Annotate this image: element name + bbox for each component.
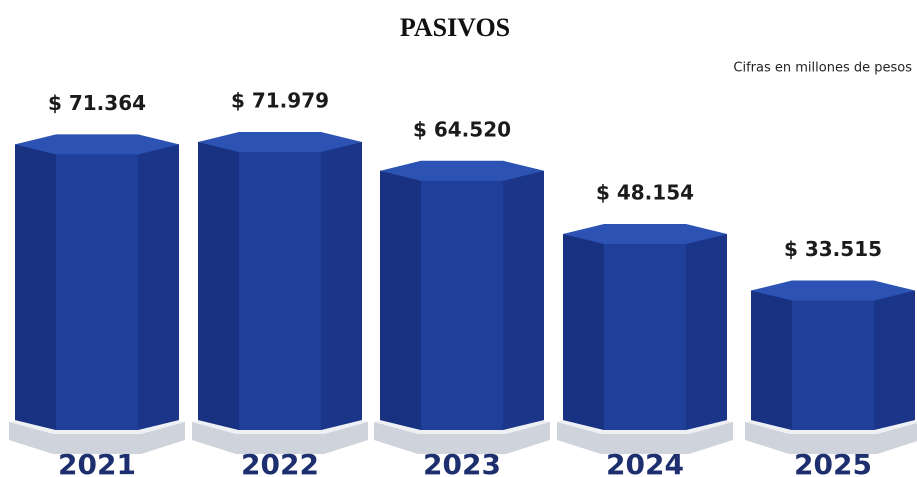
bar-right-face (503, 170, 544, 431)
bar-right-face (874, 290, 915, 430)
x-tick-label: 2025 (794, 448, 872, 477)
bar-left-face (751, 290, 792, 430)
bar-top (198, 132, 362, 152)
bar-top (380, 160, 544, 181)
value-label: $ 71.979 (231, 89, 329, 113)
x-tick-label: 2023 (423, 448, 501, 477)
bar-left-face (563, 234, 604, 430)
bar-top (751, 280, 915, 301)
bar-right-face (321, 142, 362, 430)
bar-top (563, 224, 727, 245)
bar-left-face (380, 170, 421, 431)
chart-subtitle: Cifras en millones de pesos (733, 61, 912, 76)
bar-right-face (138, 144, 179, 430)
bar-left-face (15, 144, 56, 430)
value-label: $ 48.154 (596, 181, 694, 205)
value-label: $ 71.364 (48, 91, 146, 115)
x-tick-label: 2022 (241, 448, 319, 477)
chart-title: PASIVOS (400, 13, 510, 42)
bar-left-face (198, 142, 239, 430)
x-tick-label: 2021 (58, 448, 136, 477)
value-label: $ 33.515 (784, 237, 882, 261)
value-label: $ 64.520 (413, 117, 511, 141)
x-tick-label: 2024 (606, 448, 684, 477)
bar-right-face (686, 234, 727, 430)
bar-top (15, 134, 179, 155)
